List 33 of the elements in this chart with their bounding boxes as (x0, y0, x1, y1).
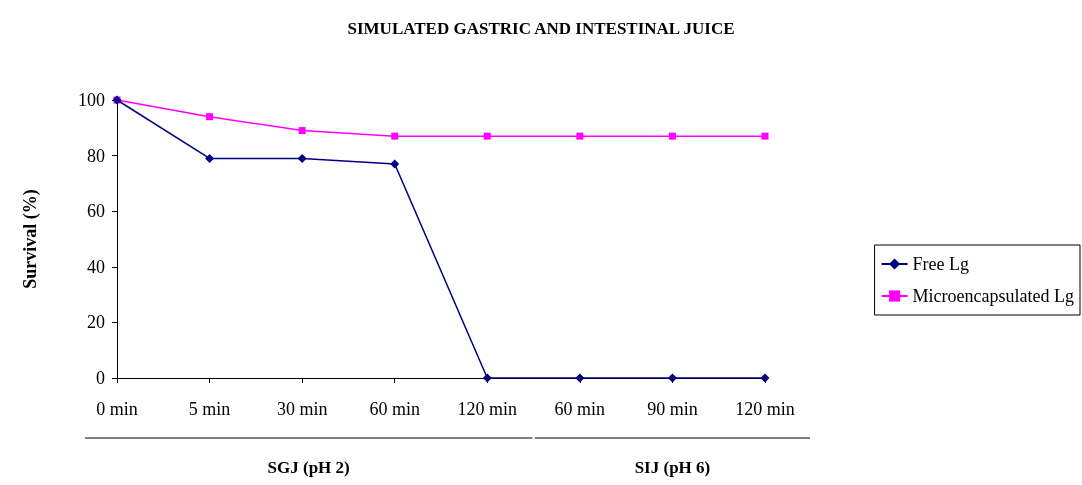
point (206, 113, 214, 121)
text: SGJ (pH 2) (267, 457, 350, 477)
x-tick-label: 60 min (554, 399, 606, 419)
x-tick-label: 120 min (457, 399, 518, 419)
point (391, 132, 399, 140)
y-tick-label: 80 (87, 145, 105, 166)
x-tick-label: 5 min (188, 399, 231, 419)
x-tick-label: 30 min (276, 399, 328, 419)
legend-label: Free Lg (912, 254, 970, 274)
chart-title: SIMULATED GASTRIC AND INTESTINAL JUICE (347, 19, 735, 38)
point (575, 373, 585, 383)
text: SIJ (pH 6) (634, 457, 711, 477)
x-tick-label: 60 min (369, 399, 420, 419)
point (390, 159, 400, 169)
point (298, 127, 306, 135)
y-tick-label: 0 (96, 368, 105, 388)
y-axis-title: Survival (%) (20, 189, 41, 289)
point (297, 153, 307, 163)
x-tick-label: 0 min (96, 399, 138, 419)
y-tick-label: 20 (87, 312, 105, 333)
point (205, 153, 215, 163)
y-tick-label: 100 (78, 90, 105, 110)
y-tick-label: 60 (87, 201, 105, 222)
point (482, 373, 492, 383)
legend-label: Microencapsulated Lg (912, 286, 1074, 306)
x-tick-label: 120 min (735, 399, 795, 419)
point (761, 132, 769, 140)
x-tick-label: 90 min (647, 399, 698, 419)
point (667, 373, 677, 383)
y-tick-label: 40 (87, 256, 105, 277)
point (668, 132, 676, 140)
point (576, 132, 584, 140)
point (483, 132, 491, 140)
